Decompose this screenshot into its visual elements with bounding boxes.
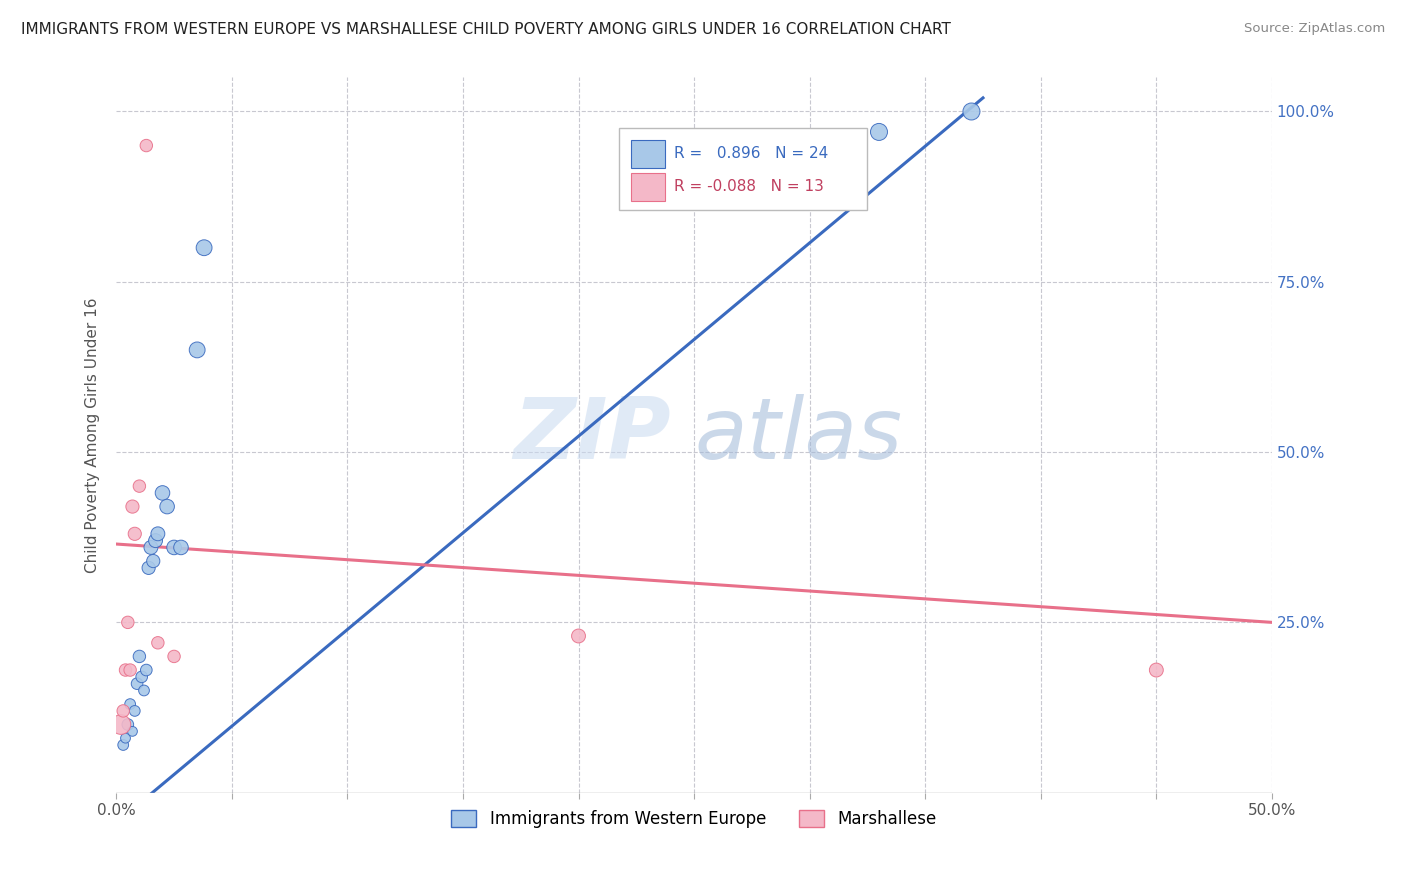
Point (124, 704, 146, 718)
FancyBboxPatch shape (619, 128, 868, 210)
Point (139, 541, 162, 555)
Point (1144, 663, 1167, 677)
Point (152, 486, 174, 500)
Point (128, 479, 150, 493)
Point (567, 629, 589, 643)
Point (112, 704, 135, 718)
Point (186, 343, 208, 357)
Text: Source: ZipAtlas.com: Source: ZipAtlas.com (1244, 22, 1385, 36)
Point (960, 104, 983, 119)
Point (146, 526, 169, 541)
Point (110, 717, 132, 731)
Point (156, 500, 179, 514)
Point (131, 670, 153, 684)
Point (120, 697, 142, 711)
Text: IMMIGRANTS FROM WESTERN EUROPE VS MARSHALLESE CHILD POVERTY AMONG GIRLS UNDER 16: IMMIGRANTS FROM WESTERN EUROPE VS MARSHA… (21, 22, 950, 37)
Point (193, 241, 215, 255)
Point (868, 125, 890, 139)
Point (128, 649, 150, 664)
Point (163, 541, 186, 555)
Point (138, 561, 160, 575)
Legend: Immigrants from Western Europe, Marshallese: Immigrants from Western Europe, Marshall… (444, 803, 943, 834)
Point (146, 636, 169, 650)
Point (163, 649, 186, 664)
Point (125, 676, 148, 690)
Point (114, 731, 136, 746)
Point (121, 724, 143, 739)
Text: R = -0.088   N = 13: R = -0.088 N = 13 (675, 179, 824, 194)
Point (112, 738, 135, 752)
Point (135, 663, 157, 677)
Point (117, 717, 139, 731)
Point (142, 554, 165, 568)
Y-axis label: Child Poverty Among Girls Under 16: Child Poverty Among Girls Under 16 (86, 297, 100, 573)
Point (145, 533, 167, 548)
Point (170, 541, 193, 555)
Bar (630, 140, 665, 169)
Point (117, 615, 139, 630)
Text: atlas: atlas (695, 393, 903, 476)
Point (135, 138, 157, 153)
Point (124, 526, 146, 541)
Point (121, 500, 143, 514)
Bar (630, 172, 665, 202)
Point (120, 663, 142, 677)
Text: ZIP: ZIP (513, 393, 671, 476)
Text: R =   0.896   N = 24: R = 0.896 N = 24 (675, 146, 828, 161)
Point (132, 683, 155, 698)
Point (114, 663, 136, 677)
